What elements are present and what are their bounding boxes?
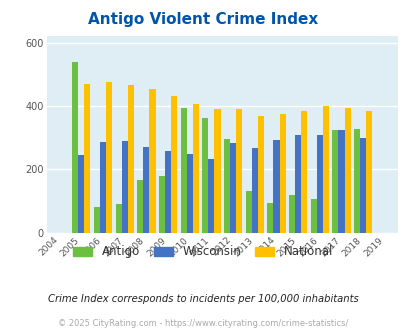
Text: Antigo Violent Crime Index: Antigo Violent Crime Index <box>87 12 318 26</box>
Bar <box>273 140 279 233</box>
Bar <box>322 106 328 233</box>
Bar <box>128 85 134 233</box>
Bar <box>245 191 251 233</box>
Bar <box>84 84 90 233</box>
Bar <box>106 82 112 233</box>
Bar <box>137 181 143 233</box>
Bar <box>72 62 78 233</box>
Bar <box>78 155 84 233</box>
Bar <box>180 108 186 233</box>
Bar <box>214 109 220 233</box>
Bar <box>94 207 100 233</box>
Bar <box>338 130 344 233</box>
Legend: Antigo, Wisconsin, National: Antigo, Wisconsin, National <box>68 241 337 263</box>
Text: Crime Index corresponds to incidents per 100,000 inhabitants: Crime Index corresponds to incidents per… <box>47 294 358 304</box>
Bar <box>171 96 177 233</box>
Bar <box>316 135 322 233</box>
Bar <box>365 111 371 233</box>
Bar <box>359 138 365 233</box>
Bar <box>149 88 155 233</box>
Bar <box>159 176 165 233</box>
Bar <box>208 158 214 233</box>
Bar <box>294 135 301 233</box>
Bar <box>251 148 257 233</box>
Bar <box>100 142 106 233</box>
Bar <box>143 147 149 233</box>
Bar <box>115 204 122 233</box>
Bar <box>301 111 307 233</box>
Bar <box>353 129 359 233</box>
Bar <box>224 139 230 233</box>
Bar <box>332 130 338 233</box>
Bar <box>288 195 294 233</box>
Bar <box>202 118 208 233</box>
Bar <box>186 154 192 233</box>
Bar <box>122 141 128 233</box>
Bar <box>310 199 316 233</box>
Bar <box>267 203 273 233</box>
Bar <box>192 104 198 233</box>
Bar <box>165 151 171 233</box>
Bar <box>230 143 236 233</box>
Bar <box>344 108 350 233</box>
Bar <box>236 109 242 233</box>
Bar <box>279 114 285 233</box>
Bar <box>257 116 263 233</box>
Text: © 2025 CityRating.com - https://www.cityrating.com/crime-statistics/: © 2025 CityRating.com - https://www.city… <box>58 319 347 328</box>
